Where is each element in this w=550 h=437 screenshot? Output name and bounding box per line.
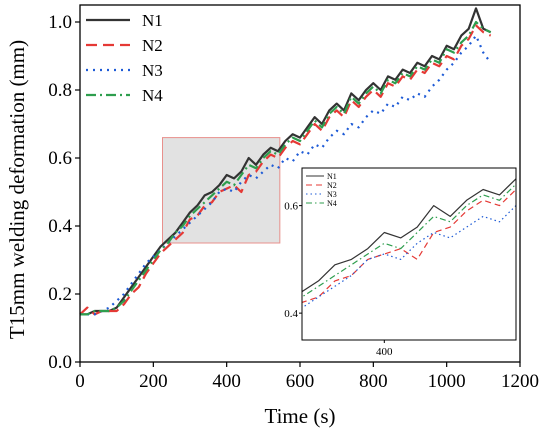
legend-label-n3: N3 [142,61,163,80]
inset-frame [301,167,517,341]
inset-legend-label-n3: N3 [327,190,337,199]
legend-label-n1: N1 [142,11,163,30]
series-line-n1 [80,7,492,316]
x-tick-label: 400 [212,371,241,392]
inset-legend-label-n4: N4 [327,199,337,208]
x-tick-label: 600 [286,371,315,392]
series-layer [79,7,492,316]
x-tick-label: 800 [359,371,388,392]
series-line-n2 [79,24,492,316]
y-tick-label: 1.0 [48,12,72,33]
y-tick-label: 0.4 [48,216,72,237]
x-axis: 0 200 400 600 800 1000 1200 [75,362,539,392]
series-line-n4 [80,20,492,316]
y-axis-title: T15mm welding deformation (mm) [5,40,29,339]
y-tick-label: 0.2 [48,284,72,305]
y-tick-label: 0.8 [48,80,72,101]
y-tick-label: 0.6 [48,148,72,169]
x-tick-label: 1000 [428,371,466,392]
x-tick-label: 200 [139,371,168,392]
x-tick-label: 1200 [501,371,539,392]
x-axis-title: Time (s) [265,404,336,428]
x-tick-label: 0 [75,371,85,392]
inset-x-tick-label: 400 [376,346,393,358]
legend: N1 N2 N3 N4 [86,11,163,105]
y-tick-label: 0.0 [48,352,72,373]
y-axis: 0.0 0.2 0.4 0.6 0.8 1.0 [48,12,80,373]
legend-label-n2: N2 [142,36,163,55]
legend-label-n4: N4 [142,86,163,105]
inset-legend-label-n2: N2 [327,181,337,190]
inset-y-tick-label: 0.4 [284,308,298,320]
main-plot: 0 200 400 600 800 1000 1200 0.0 0.2 0.4 0.6 0.8 1.0… [5,4,539,428]
inset-legend-label-n1: N1 [327,172,337,181]
inset-y-tick-label: 0.6 [284,201,298,213]
series-line-n3 [80,34,492,316]
